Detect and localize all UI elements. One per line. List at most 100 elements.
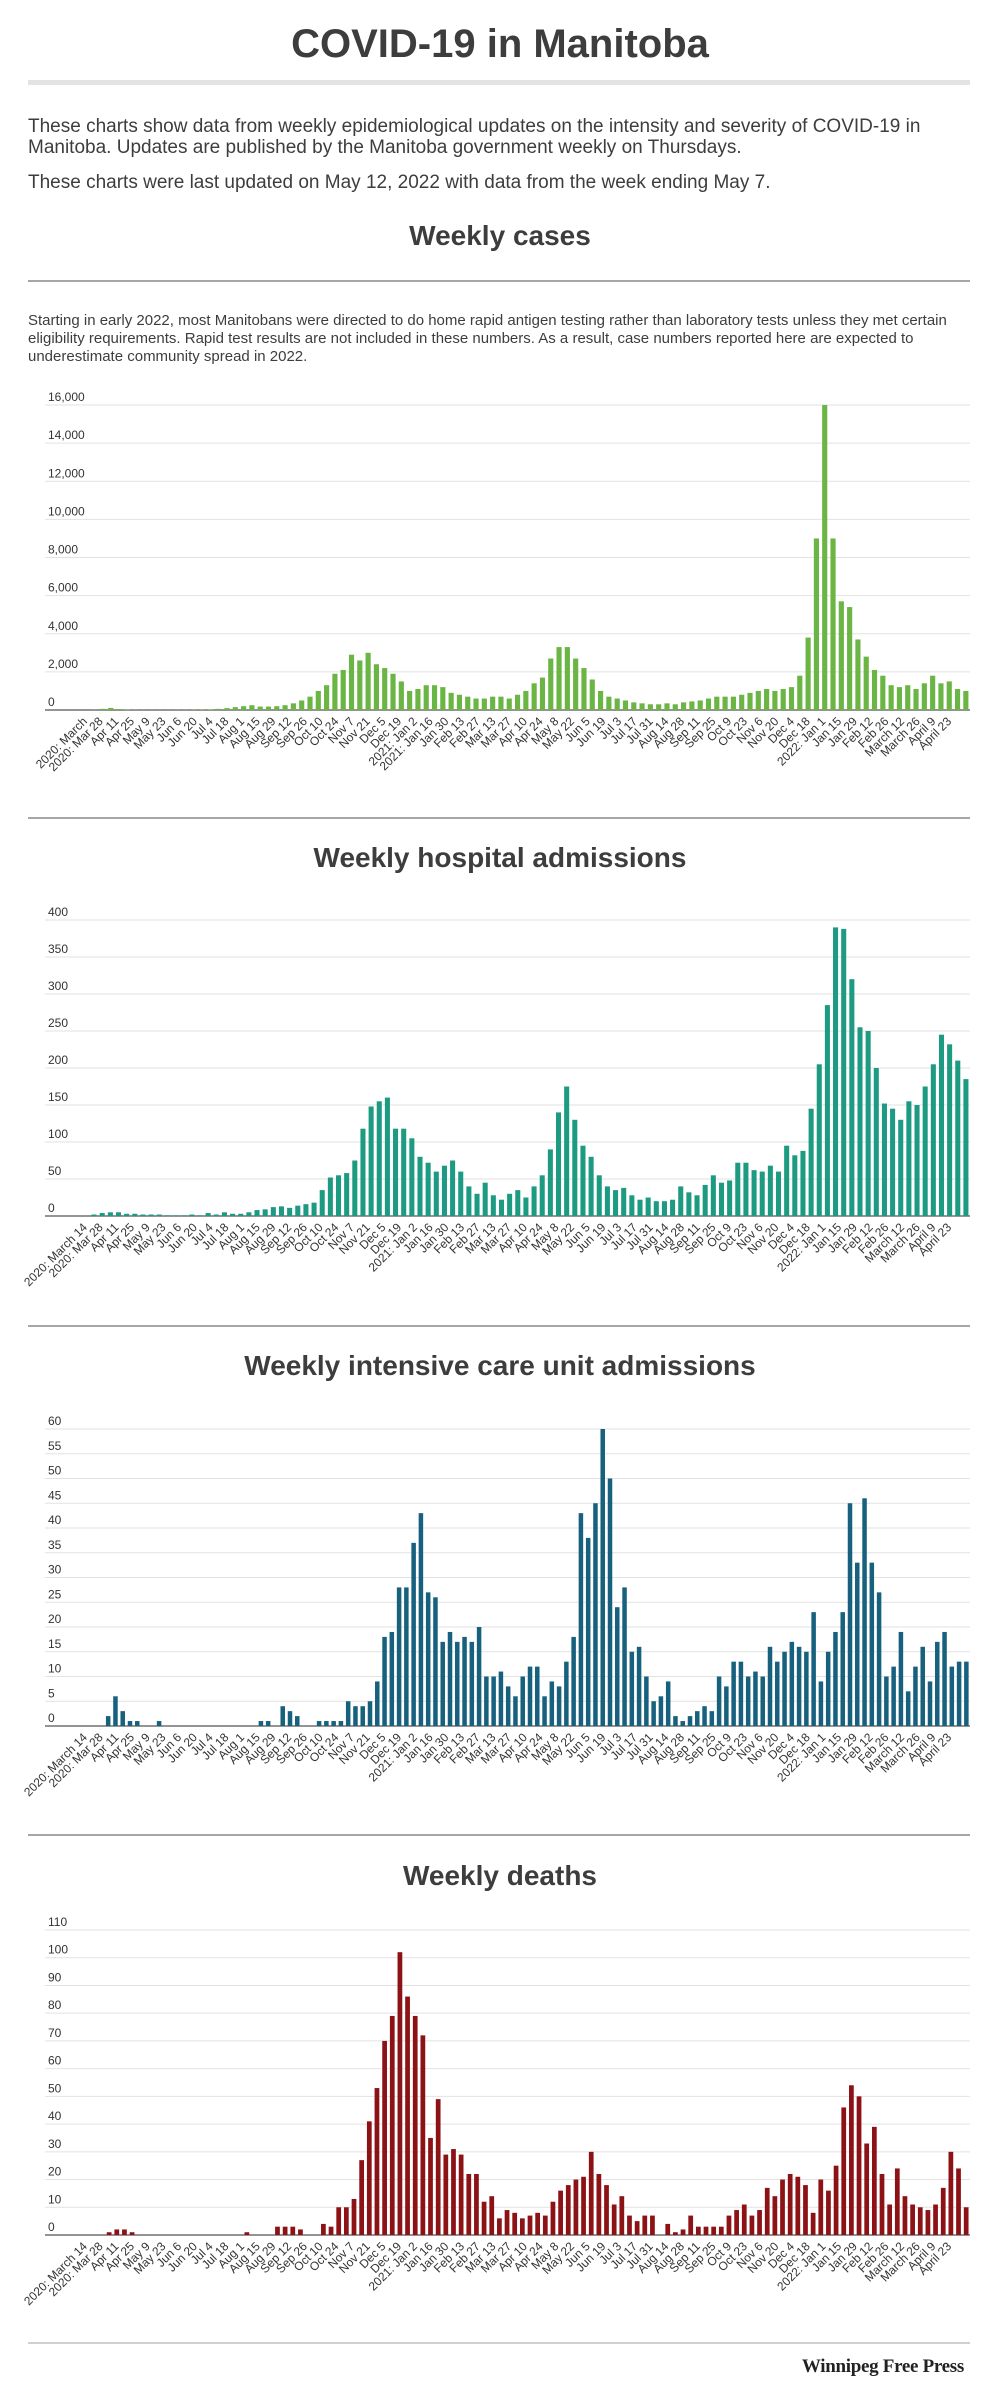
bar [613,1190,619,1216]
bar [588,2151,594,2235]
bar [278,1206,285,1216]
bar [940,2187,946,2235]
bar [473,698,479,710]
deaths-section-divider [28,1834,970,1836]
bar [156,1721,162,1726]
bar [519,2218,525,2235]
bar [818,1681,824,1726]
bar [588,1156,594,1216]
bar [642,2215,648,2235]
bar [847,607,853,710]
y-tick-label: 10 [48,2192,62,2206]
bar [922,1086,928,1216]
y-tick-label: 60 [48,2054,62,2068]
bar [735,1162,741,1216]
bar [862,1498,867,1726]
bar [593,1503,598,1726]
bar [718,2226,724,2235]
bar [295,1716,300,1726]
bar [730,696,736,710]
bar [890,1108,896,1216]
bar [788,687,795,711]
bar [921,683,927,710]
bar [469,1641,475,1726]
bar [917,2207,923,2235]
bar [795,2176,801,2235]
y-tick-label: 40 [48,2109,62,2123]
bar [189,1214,195,1216]
bar [767,1646,773,1726]
bar [232,707,238,710]
bar [745,1676,751,1726]
bar [644,1676,649,1726]
bar [905,1691,911,1726]
bar [507,1193,513,1216]
bar [782,1651,787,1726]
y-tick-label: 2,000 [48,657,78,671]
bar [514,694,521,710]
bar [287,1207,293,1216]
y-tick-label: 0 [48,1201,55,1215]
cases-section-divider [28,280,970,282]
bar [476,1627,482,1726]
bar [332,673,338,710]
bar [539,1175,545,1216]
bar [244,2232,250,2235]
bar [751,1170,757,1216]
bar [709,1711,715,1726]
bar [955,1060,961,1216]
bar [344,1173,350,1216]
y-tick-label: 50 [48,1164,62,1178]
bar [914,1105,920,1216]
bar [734,2210,739,2235]
bar [490,696,496,710]
y-tick-label: 100 [48,1127,68,1141]
bar [249,705,255,710]
bar [441,1165,447,1216]
bar [772,690,778,710]
bar [658,1696,664,1726]
bar [353,1706,358,1726]
bar [803,2185,808,2235]
bar [474,1193,480,1216]
bar [498,1671,504,1726]
bar [825,1651,831,1726]
bar [105,1716,111,1726]
bar [127,1721,133,1726]
bar [681,702,687,711]
bar [764,689,770,710]
bar [547,1149,553,1216]
bar [743,1162,749,1216]
bar [451,2149,456,2235]
bar [840,1612,845,1726]
bar [462,1636,467,1726]
bar [857,1027,863,1216]
bar [497,2218,502,2235]
bar [549,1681,555,1726]
bar [573,658,579,710]
bar [656,704,662,710]
bar [375,1681,380,1726]
bar [808,1108,814,1216]
bar [731,1661,736,1726]
bar [376,1101,382,1216]
bar [523,690,529,710]
bar [905,685,911,710]
bar [702,1706,707,1726]
bar [265,706,272,710]
bar [555,1112,562,1216]
bar [849,979,855,1216]
y-tick-label: 90 [48,1970,62,1984]
bar [759,1171,765,1216]
bar [290,2226,296,2235]
bar [435,2099,441,2235]
bar [398,681,404,710]
bar [360,1706,365,1726]
bar [760,1676,765,1726]
bar [265,1721,271,1726]
y-tick-label: 20 [48,1612,62,1626]
y-tick-label: 55 [48,1439,62,1453]
bar [542,1696,547,1726]
bar [650,2215,655,2235]
